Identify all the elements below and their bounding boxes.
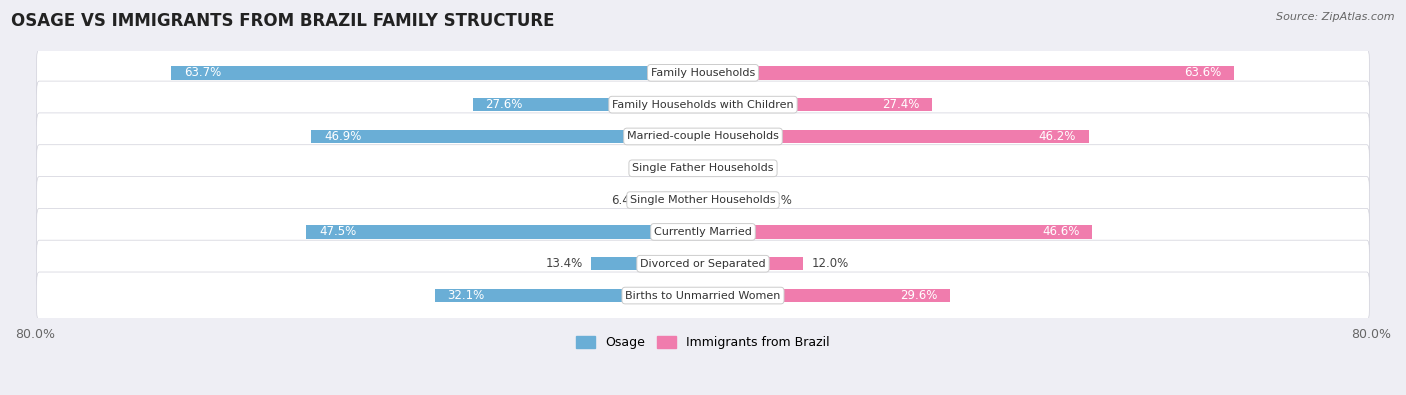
Text: 6.1%: 6.1% — [762, 194, 792, 207]
Bar — [682, 162, 703, 175]
Text: 29.6%: 29.6% — [900, 289, 938, 302]
Text: 32.1%: 32.1% — [447, 289, 485, 302]
Text: 27.6%: 27.6% — [485, 98, 523, 111]
Text: Single Mother Households: Single Mother Households — [630, 195, 776, 205]
Text: 46.6%: 46.6% — [1042, 226, 1080, 239]
Text: Married-couple Households: Married-couple Households — [627, 132, 779, 141]
Bar — [172, 66, 703, 79]
Text: 27.4%: 27.4% — [882, 98, 920, 111]
Bar — [703, 289, 950, 302]
FancyBboxPatch shape — [37, 272, 1369, 320]
Text: 63.6%: 63.6% — [1184, 66, 1222, 79]
FancyBboxPatch shape — [37, 81, 1369, 130]
Text: Births to Unmarried Women: Births to Unmarried Women — [626, 291, 780, 301]
FancyBboxPatch shape — [37, 177, 1369, 225]
Text: Family Households: Family Households — [651, 68, 755, 78]
Text: 46.9%: 46.9% — [323, 130, 361, 143]
Text: Currently Married: Currently Married — [654, 227, 752, 237]
Text: 13.4%: 13.4% — [546, 257, 582, 270]
Bar — [703, 257, 803, 271]
Bar — [650, 194, 703, 207]
FancyBboxPatch shape — [37, 49, 1369, 98]
FancyBboxPatch shape — [37, 240, 1369, 289]
Legend: Osage, Immigrants from Brazil: Osage, Immigrants from Brazil — [571, 331, 835, 354]
Text: 46.2%: 46.2% — [1039, 130, 1076, 143]
Text: Single Father Households: Single Father Households — [633, 163, 773, 173]
Bar — [311, 130, 703, 143]
Text: 63.7%: 63.7% — [184, 66, 221, 79]
Text: 12.0%: 12.0% — [811, 257, 849, 270]
Bar — [472, 98, 703, 111]
Bar — [703, 225, 1092, 239]
Bar — [591, 257, 703, 271]
FancyBboxPatch shape — [37, 145, 1369, 193]
Bar — [434, 289, 703, 302]
Bar — [703, 194, 754, 207]
Bar — [703, 98, 932, 111]
Bar — [703, 162, 721, 175]
Bar — [307, 225, 703, 239]
Text: Source: ZipAtlas.com: Source: ZipAtlas.com — [1277, 12, 1395, 22]
Text: Family Households with Children: Family Households with Children — [612, 100, 794, 110]
Text: 47.5%: 47.5% — [319, 226, 356, 239]
Text: 2.2%: 2.2% — [730, 162, 759, 175]
FancyBboxPatch shape — [37, 113, 1369, 161]
Bar — [703, 130, 1088, 143]
Text: 6.4%: 6.4% — [612, 194, 641, 207]
FancyBboxPatch shape — [37, 209, 1369, 257]
Text: OSAGE VS IMMIGRANTS FROM BRAZIL FAMILY STRUCTURE: OSAGE VS IMMIGRANTS FROM BRAZIL FAMILY S… — [11, 12, 555, 30]
Text: Divorced or Separated: Divorced or Separated — [640, 259, 766, 269]
Bar — [703, 66, 1234, 79]
Text: 2.5%: 2.5% — [644, 162, 673, 175]
